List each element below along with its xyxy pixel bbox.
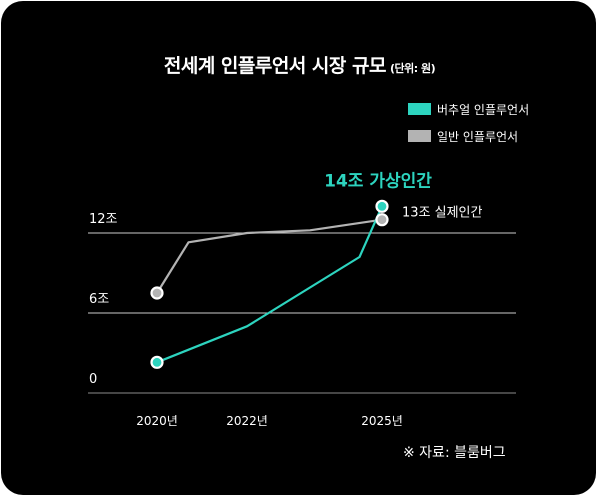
x-tick-label: 2022년 (226, 414, 268, 428)
x-tick-label: 2020년 (136, 414, 178, 428)
legend-swatch-regular (408, 130, 431, 142)
legend: 버추얼 인플루언서 일반 인플루언서 (408, 101, 529, 155)
source-note: ※ 자료: 블룸버그 (403, 445, 506, 461)
y-tick-label: 6조 (89, 292, 109, 307)
data-point-regular-end (375, 213, 389, 227)
data-point-virtual-end (375, 199, 389, 213)
legend-item-regular: 일반 인플루언서 (408, 128, 529, 144)
legend-swatch-virtual (408, 103, 431, 115)
legend-item-virtual: 버추얼 인플루언서 (408, 101, 529, 117)
chart-unit: (단위: 원) (389, 62, 436, 75)
data-label-regular: 13조 실제인간 (402, 206, 483, 221)
data-point-regular-start (150, 286, 164, 300)
series-line-regular (156, 218, 383, 294)
series-line-virtual (156, 205, 384, 364)
chart-title: 전세계 인플루언서 시장 규모 (단위: 원) (1, 51, 596, 78)
chart-title-text: 전세계 인플루언서 시장 규모 (163, 55, 387, 77)
y-tick-label: 0 (89, 372, 97, 387)
x-tick-label: 2025년 (361, 414, 403, 428)
data-point-virtual-start (150, 355, 164, 369)
legend-label-virtual: 버추얼 인플루언서 (437, 102, 530, 117)
data-label-virtual: 14조 가상인간 (324, 171, 432, 191)
legend-label-regular: 일반 인플루언서 (437, 129, 519, 144)
y-tick-label: 12조 (89, 212, 118, 227)
